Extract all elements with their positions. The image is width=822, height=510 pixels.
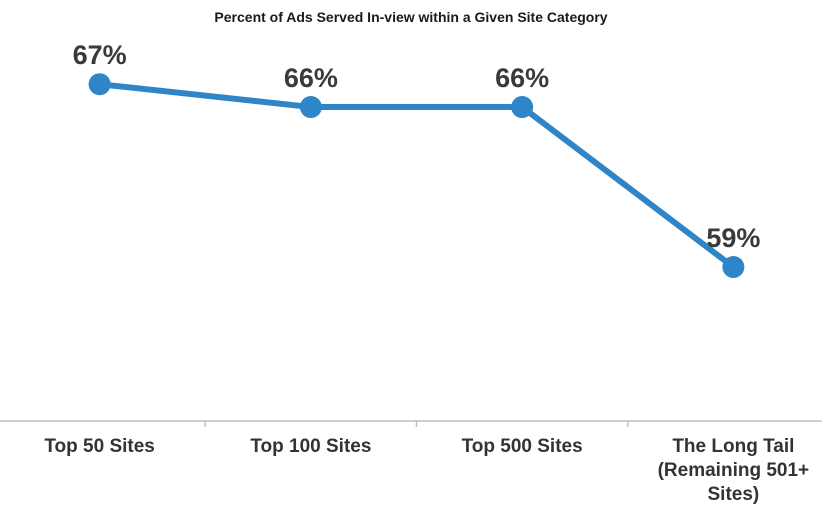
data-labels: 67% 66% 66% 59%: [73, 40, 761, 253]
chart-title: Percent of Ads Served In-view within a G…: [214, 9, 608, 25]
category-label: Top 50 Sites: [44, 436, 155, 457]
series-line-layer: [96, 81, 737, 271]
data-point: [88, 73, 111, 96]
data-points: [88, 73, 745, 279]
category-label: Top 100 Sites: [250, 436, 371, 457]
data-point: [299, 96, 322, 119]
category-label: The Long Tail (Remaining 501+ Sites): [658, 436, 810, 505]
category-label-line: The Long Tail: [672, 436, 794, 457]
data-label: 66%: [495, 63, 549, 93]
category-label-line: Sites): [708, 484, 760, 505]
category-label-line: Top 100 Sites: [250, 436, 371, 457]
category-labels: Top 50 Sites Top 100 Sites Top 500 Sites Th…: [44, 436, 809, 505]
data-label: 66%: [284, 63, 338, 93]
category-label-line: (Remaining 501+: [658, 460, 810, 481]
data-point: [511, 96, 534, 119]
x-axis: [0, 420, 822, 427]
category-label-line: Top 50 Sites: [44, 436, 155, 457]
series-line: [96, 81, 737, 271]
category-label: Top 500 Sites: [462, 436, 583, 457]
category-label-line: Top 500 Sites: [462, 436, 583, 457]
data-label: 59%: [706, 223, 760, 253]
data-point: [722, 256, 745, 279]
data-label: 67%: [73, 40, 127, 70]
